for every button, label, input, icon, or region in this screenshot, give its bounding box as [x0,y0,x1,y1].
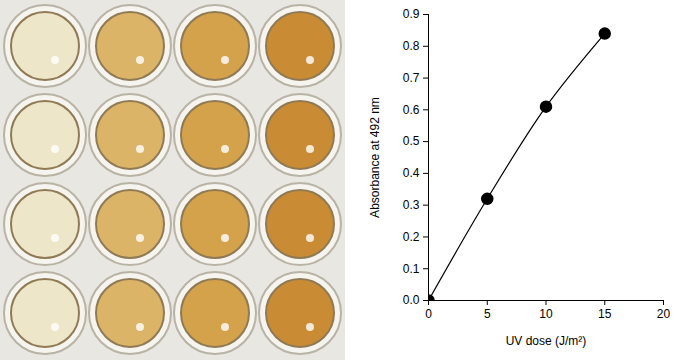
svg-text:0.0: 0.0 [403,293,420,307]
svg-text:0.7: 0.7 [403,71,420,85]
svg-text:0.8: 0.8 [403,39,420,53]
svg-text:UV dose (J/m²): UV dose (J/m²) [506,334,587,348]
svg-text:20: 20 [657,307,671,321]
svg-text:0.5: 0.5 [403,134,420,148]
svg-text:0.6: 0.6 [403,103,420,117]
svg-text:0.2: 0.2 [403,230,420,244]
svg-text:0.3: 0.3 [403,198,420,212]
svg-text:0: 0 [425,307,432,321]
svg-text:5: 5 [484,307,491,321]
svg-text:Absorbance at 492 nm: Absorbance at 492 nm [368,97,382,218]
svg-text:0.1: 0.1 [403,262,420,276]
svg-text:10: 10 [539,307,553,321]
svg-text:0.4: 0.4 [403,166,420,180]
svg-text:15: 15 [598,307,612,321]
svg-text:0.9: 0.9 [403,7,420,21]
